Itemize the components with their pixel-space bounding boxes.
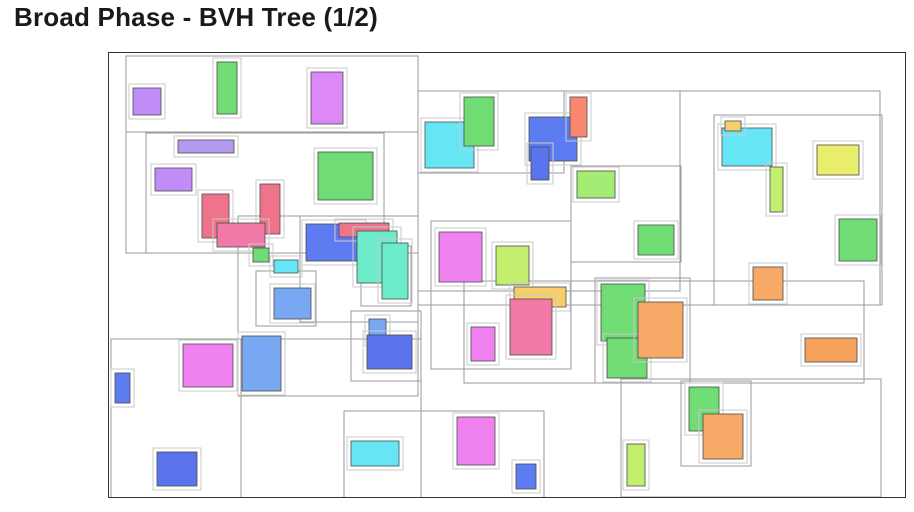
- object-box: [177, 139, 235, 154]
- leaf-aabb-box: [377, 238, 413, 304]
- object-box: [216, 222, 266, 248]
- leaf-aabb-box: [269, 255, 303, 278]
- leaf-aabb-box: [800, 333, 862, 367]
- object-box: [515, 463, 537, 490]
- leaf-aabb-box: [812, 140, 864, 180]
- leaf-aabb-box: [505, 294, 557, 360]
- leaf-aabb-box: [237, 331, 286, 396]
- object-box: [838, 218, 878, 262]
- object-box: [724, 120, 742, 132]
- object-box: [463, 96, 495, 147]
- object-box: [816, 144, 860, 176]
- object-box: [216, 61, 238, 115]
- object-box: [804, 337, 858, 363]
- bvh-leaf-layer: [110, 57, 882, 494]
- leaf-aabb-box: [491, 241, 534, 290]
- object-box: [259, 183, 281, 235]
- leaf-aabb-box: [313, 147, 378, 205]
- leaf-aabb-box: [572, 166, 620, 203]
- leaf-aabb-box: [717, 123, 777, 171]
- bvh-node-box: [350, 310, 422, 382]
- object-box: [752, 266, 784, 301]
- object-box: [470, 326, 496, 362]
- leaf-aabb-box: [511, 459, 541, 494]
- object-box: [702, 413, 744, 460]
- object-box: [637, 224, 675, 256]
- bvh-node-box: [594, 277, 691, 384]
- object-box: [626, 443, 646, 487]
- bvh-node-box: [680, 380, 752, 467]
- bvh-node-box: [125, 55, 419, 133]
- leaf-aabb-box: [212, 57, 242, 119]
- leaf-aabb-box: [362, 330, 417, 374]
- object-box: [576, 170, 616, 199]
- leaf-aabb-box: [269, 283, 316, 324]
- leaf-aabb-box: [152, 447, 202, 491]
- leaf-aabb-box: [565, 92, 592, 142]
- leaf-aabb-box: [434, 227, 487, 287]
- leaf-aabb-box: [248, 243, 274, 267]
- leaf-aabb-box: [748, 262, 788, 305]
- object-box: [273, 259, 299, 274]
- object-box: [438, 231, 483, 283]
- object-box: [366, 334, 413, 370]
- leaf-aabb-box: [466, 322, 500, 366]
- leaf-aabb-box: [128, 83, 166, 120]
- leaf-aabb-box: [110, 368, 135, 408]
- leaf-aabb-box: [212, 218, 270, 252]
- leaf-aabb-box: [452, 412, 500, 470]
- bvh-node-box: [343, 410, 545, 497]
- object-box: [456, 416, 496, 466]
- leaf-aabb-box: [346, 436, 404, 471]
- leaf-aabb-box: [526, 142, 554, 185]
- object-box: [637, 301, 684, 359]
- bvh-svg: [110, 55, 883, 497]
- object-box: [156, 451, 198, 487]
- object-box: [252, 247, 270, 263]
- leaf-aabb-box: [178, 339, 238, 392]
- leaf-aabb-box: [765, 162, 788, 217]
- object-box: [530, 146, 550, 181]
- object-box: [317, 151, 374, 201]
- object-box: [350, 440, 400, 467]
- object-box: [721, 127, 773, 167]
- object-box: [569, 96, 588, 138]
- bvh-node-box: [430, 220, 572, 370]
- bvh-node-box: [620, 378, 882, 497]
- bvh-node-box: [713, 114, 883, 306]
- slide-title: Broad Phase - BVH Tree (1/2): [14, 2, 378, 32]
- bvh-node-box: [299, 215, 419, 323]
- object-box: [114, 372, 131, 404]
- leaf-aabb-box: [459, 92, 499, 151]
- bvh-node-box: [570, 165, 682, 263]
- leaf-aabb-box: [173, 135, 239, 158]
- leaf-aabb-box: [197, 189, 234, 243]
- leaf-aabb-box: [150, 163, 197, 196]
- object-box: [182, 343, 234, 388]
- object-box: [241, 335, 282, 392]
- leaf-aabb-box: [306, 67, 348, 129]
- leaf-aabb-box: [255, 179, 285, 239]
- leaf-aabb-box: [720, 116, 746, 136]
- leaf-aabb-box: [633, 297, 688, 363]
- object-box: [273, 287, 312, 320]
- object-box: [769, 166, 784, 213]
- object-box: [509, 298, 553, 356]
- leaf-aabb-box: [834, 214, 882, 266]
- object-box: [154, 167, 193, 192]
- object-box: [495, 245, 530, 286]
- object-box: [132, 87, 162, 116]
- bvh-diagram: [108, 52, 906, 498]
- object-box: [381, 242, 409, 300]
- leaf-aabb-box: [698, 409, 748, 464]
- object-box: [310, 71, 344, 125]
- leaf-aabb-box: [622, 439, 650, 491]
- leaf-aabb-box: [633, 220, 679, 260]
